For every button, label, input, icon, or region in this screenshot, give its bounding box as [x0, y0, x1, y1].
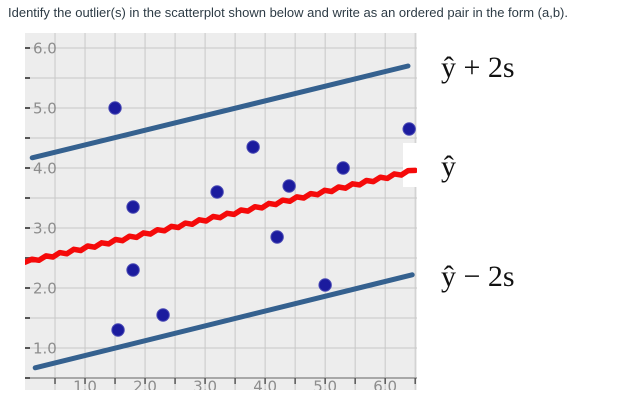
label-y-hat-minus-2s: ŷ − 2s [441, 260, 515, 293]
y-tick-label: 4.0 [33, 160, 57, 178]
x-tick-label: 5.0 [313, 378, 337, 391]
data-point [126, 200, 140, 214]
data-point [402, 122, 416, 136]
line-y-hat-plus-2s [29, 63, 411, 161]
scatterplot: 1.0 2.0 3.0 4.0 5.0 6.0 1.0 2.0 3.0 4.0 5.0 6.0 [22, 33, 418, 396]
data-point [126, 263, 140, 277]
scatterplot-canvas: 1.0 2.0 3.0 4.0 5.0 6.0 1.0 2.0 3.0 4.0 5.0 6.0 [22, 33, 418, 396]
y-tick-label: 5.0 [33, 100, 57, 118]
data-point [246, 140, 260, 154]
data-point [108, 101, 122, 115]
data-point [210, 185, 224, 199]
data-point [318, 278, 332, 292]
data-point [156, 308, 170, 322]
data-point [282, 179, 296, 193]
line-y-hat-minus-2s [32, 272, 415, 371]
x-tick-label: 4.0 [253, 378, 277, 391]
x-tick-label: 6.0 [373, 378, 397, 391]
y-tick-label: 6.0 [33, 40, 57, 58]
data-point [336, 161, 350, 175]
x-tick-label: 2.0 [133, 378, 157, 391]
question-text: Identify the outlier(s) in the scatterpl… [8, 5, 569, 20]
data-point [111, 323, 125, 337]
y-tick-label: 1.0 [33, 340, 57, 358]
label-y-hat-plus-2s: ŷ + 2s [441, 51, 515, 84]
x-tick-label: 3.0 [193, 378, 217, 391]
y-tick-label: 3.0 [33, 220, 57, 238]
line-y-hat [22, 167, 418, 265]
data-point [270, 230, 284, 244]
plot-background [25, 33, 417, 390]
label-y-hat: ŷ [441, 150, 456, 183]
y-tick-label: 2.0 [33, 280, 57, 298]
image-notch [403, 143, 417, 187]
x-tick-label: 1.0 [73, 378, 97, 391]
